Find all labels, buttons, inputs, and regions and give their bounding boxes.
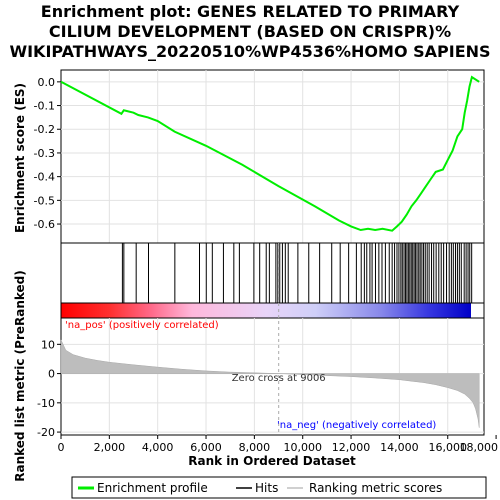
es-tick-label: -0.5 xyxy=(34,194,55,207)
x-axis-title: Rank in Ordered Dataset xyxy=(188,454,356,468)
es-tick-label: -0.1 xyxy=(34,100,55,113)
x-tick-label: 10,000 xyxy=(283,441,322,454)
pos-correlated-label: 'na_pos' (positively correlated) xyxy=(65,320,219,331)
title-line-1: Enrichment plot: GENES RELATED TO PRIMAR… xyxy=(41,2,460,21)
es-axis-ticks: 0.0 -0.1 -0.2 -0.3 -0.4 -0.5 -0.6 xyxy=(34,76,61,231)
x-tick-label: 16,000 xyxy=(428,441,467,454)
x-tick-label: 18,000 xyxy=(460,441,499,454)
x-tick-label: 4,000 xyxy=(142,441,174,454)
es-gridlines xyxy=(61,70,484,243)
rank-color-bar xyxy=(61,303,471,318)
ranked-metric-area xyxy=(60,339,480,428)
es-tick-label: -0.4 xyxy=(34,171,55,184)
es-tick-label: -0.3 xyxy=(34,147,55,160)
legend-metric-label: Ranking metric scores xyxy=(309,481,442,495)
metric-tick-label: -20 xyxy=(37,426,55,439)
legend-box xyxy=(71,476,487,499)
zero-cross-label: Zero cross at 9006 xyxy=(232,373,326,384)
x-axis-ticks: 0 2,000 4,000 6,000 8,000 10,000 12,000 14,000 1… xyxy=(58,435,499,454)
es-tick-label: 0.0 xyxy=(38,76,56,89)
metric-tick-label: -10 xyxy=(37,397,55,410)
metric-axis-ticks: 10 0 -10 -20 xyxy=(37,338,61,439)
x-tick-label: 0 xyxy=(58,441,65,454)
es-axis-title: Enrichment score (ES) xyxy=(13,83,27,233)
title-line-3: WIKIPATHWAYS_20220510%WP4536%HOMO SAPIEN… xyxy=(9,42,490,61)
metric-tick-label: 10 xyxy=(41,338,55,351)
legend-enrichment-label: Enrichment profile xyxy=(97,481,208,495)
x-tick-label: 6,000 xyxy=(190,441,222,454)
x-tick-label: 2,000 xyxy=(94,441,126,454)
enrichment-profile-line xyxy=(60,75,480,232)
es-panel-frame xyxy=(60,69,485,244)
x-tick-label: 12,000 xyxy=(332,441,371,454)
hit-markers xyxy=(121,243,473,303)
legend-hits-label: Hits xyxy=(255,481,278,495)
es-tick-label: -0.2 xyxy=(34,123,55,136)
neg-correlated-label: 'na_neg' (negatively correlated) xyxy=(277,420,436,431)
metric-axis-title: Ranked list metric (PreRanked) xyxy=(13,270,27,482)
title-line-2: CILIUM DEVELOPMENT (BASED ON CRISPR)% xyxy=(49,22,451,41)
legend: Enrichment profile Hits Ranking metric s… xyxy=(71,476,487,499)
chart-title: Enrichment plot: GENES RELATED TO PRIMAR… xyxy=(9,2,490,61)
x-tick-label: 14,000 xyxy=(380,441,419,454)
es-tick-label: -0.6 xyxy=(34,218,55,231)
metric-tick-label: 0 xyxy=(48,368,55,381)
x-tick-label: 8,000 xyxy=(239,441,271,454)
hits-panel-frame xyxy=(60,242,485,304)
